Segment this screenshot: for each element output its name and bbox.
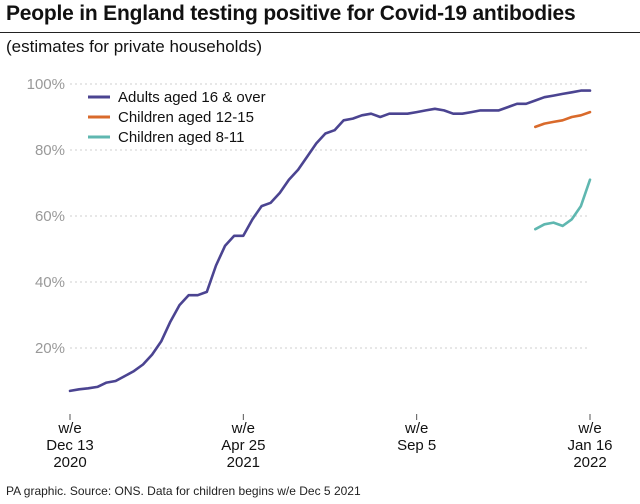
x-tick-label: Apr 25	[221, 437, 265, 454]
y-axis-ticks: 20% 40% 60% 80% 100%	[27, 76, 65, 357]
chart-subtitle: (estimates for private households)	[6, 37, 263, 56]
series-layer	[68, 89, 592, 393]
y-tick-label: 80%	[35, 142, 65, 159]
y-tick-label: 100%	[27, 76, 65, 93]
x-tick-label: Jan 16	[567, 437, 612, 454]
x-tick-label: w/e	[57, 420, 81, 437]
title-divider	[0, 32, 640, 33]
x-tick-label: w/e	[577, 420, 601, 437]
x-tick-label: 2021	[227, 454, 260, 471]
x-tick-label: Sep 5	[397, 437, 436, 454]
x-tick-label: 2020	[53, 454, 86, 471]
legend-label-0: Adults aged 16 & over	[118, 89, 266, 106]
source-note: PA graphic. Source: ONS. Data for childr…	[6, 484, 361, 498]
series-line-1	[533, 110, 592, 129]
x-tick-label: w/e	[231, 420, 255, 437]
x-tick-label: 2022	[573, 454, 606, 471]
legend: Adults aged 16 & over Children aged 12-15…	[88, 89, 266, 146]
x-tick-label: w/e	[404, 420, 428, 437]
x-tick-label: Dec 13	[46, 437, 94, 454]
y-tick-label: 20%	[35, 340, 65, 357]
chart-title: People in England testing positive for C…	[6, 2, 576, 25]
y-tick-label: 40%	[35, 274, 65, 291]
y-tick-label: 60%	[35, 208, 65, 225]
series-line-2	[533, 178, 592, 231]
legend-label-2: Children aged 8-11	[118, 129, 244, 146]
series-line-0	[68, 89, 592, 393]
legend-label-1: Children aged 12-15	[118, 109, 254, 126]
